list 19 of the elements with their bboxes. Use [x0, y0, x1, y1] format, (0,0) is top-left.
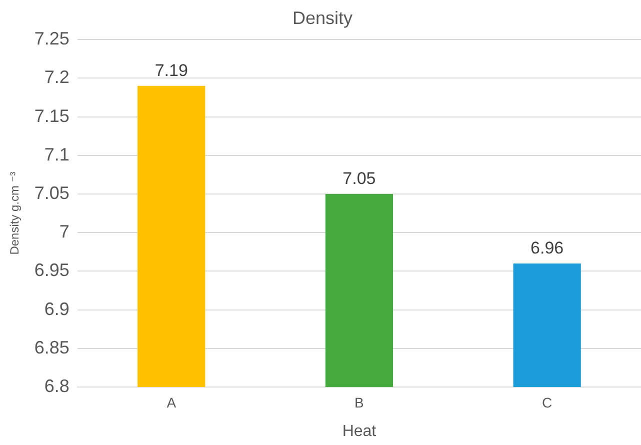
data-label: 7.05 [342, 169, 376, 188]
y-tick-label: 7.1 [44, 144, 70, 164]
y-tick-label: 7 [59, 222, 70, 242]
x-tick-label: C [542, 394, 552, 410]
x-axis-title: Heat [342, 422, 377, 440]
y-tick-label: 6.85 [34, 337, 70, 358]
y-tick-label: 7.2 [44, 67, 70, 88]
x-tick-label: A [166, 394, 177, 410]
y-tick-label: 7.25 [34, 28, 70, 49]
y-tick-label: 6.95 [34, 260, 70, 280]
y-tick-label: 7.15 [34, 106, 70, 126]
y-tick-label: 7.05 [34, 182, 70, 203]
chart-title: Density [292, 8, 353, 28]
data-label: 6.96 [530, 238, 564, 258]
y-axis-title: Density g.cm ⁻³ [8, 172, 22, 255]
x-tick-label: B [354, 394, 364, 410]
y-tick-label: 6.9 [44, 298, 70, 319]
data-label: 7.19 [154, 61, 188, 80]
y-tick-label: 6.8 [44, 376, 70, 396]
